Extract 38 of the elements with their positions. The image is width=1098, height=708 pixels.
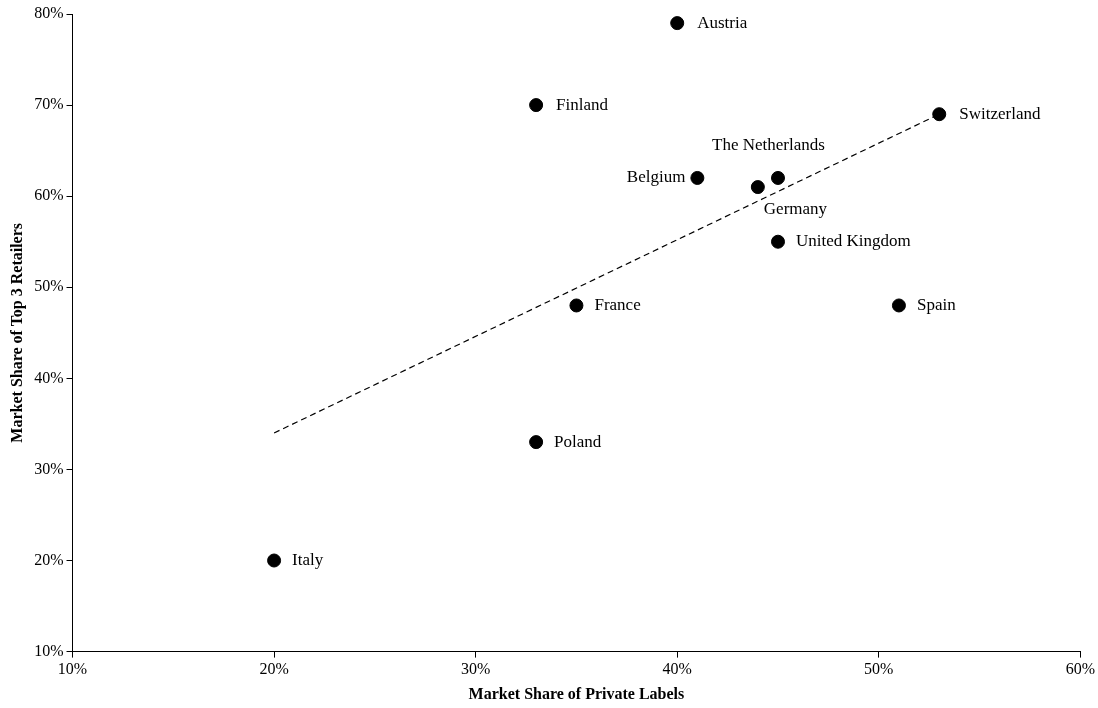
annotation: Germany — [763, 198, 828, 218]
y-tick-label: 80% — [34, 4, 64, 22]
point — [932, 107, 947, 122]
x-tick-label: 40% — [662, 660, 692, 678]
x-tick-label: 10% — [57, 660, 88, 678]
point — [891, 298, 906, 313]
annotation: Poland — [554, 431, 602, 451]
y-tick-label: 30% — [34, 459, 64, 477]
point — [670, 16, 685, 31]
y-tick-label: 50% — [34, 277, 64, 295]
y-axis-title: Market Share of Top 3 Retailers — [7, 222, 26, 443]
point — [750, 180, 765, 195]
point — [267, 553, 282, 568]
point — [770, 234, 785, 249]
y-tick-label: 70% — [34, 95, 64, 113]
annotation: The Netherlands — [711, 135, 825, 155]
annotation: United Kingdom — [795, 231, 911, 251]
y-tick-label: 60% — [34, 186, 64, 204]
annotation: Italy — [292, 549, 324, 569]
point — [569, 298, 584, 313]
x-tick-label: 20% — [259, 660, 289, 678]
point — [770, 170, 785, 185]
x-tick-label: 60% — [1065, 660, 1095, 678]
y-tick-label: 40% — [34, 368, 64, 386]
point — [529, 98, 544, 113]
y-tick-label: 10% — [34, 641, 64, 659]
point — [690, 170, 705, 185]
annotation: Switzerland — [959, 103, 1041, 123]
point — [529, 435, 544, 450]
x-tick-label: 30% — [460, 660, 491, 678]
annotation: Spain — [916, 294, 957, 314]
y-tick-label: 20% — [34, 550, 64, 568]
annotation: Belgium — [626, 167, 686, 187]
annotation: France — [594, 294, 641, 314]
annotation: Austria — [697, 12, 748, 32]
x-tick-label: 50% — [864, 660, 894, 678]
annotation: Finland — [556, 94, 609, 114]
x-axis-title: Market Share of Private Labels — [468, 684, 685, 702]
